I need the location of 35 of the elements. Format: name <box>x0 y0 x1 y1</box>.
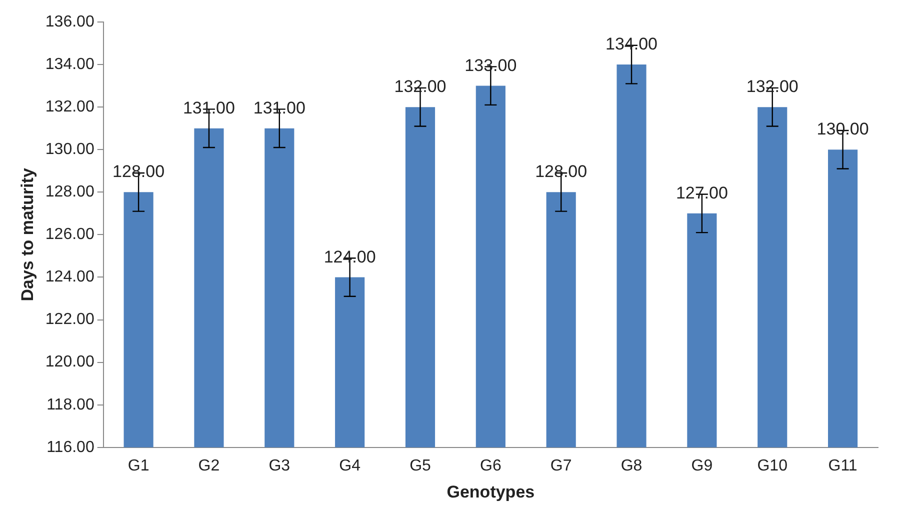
data-label: 128.00 <box>112 162 165 182</box>
data-label: 130.00 <box>816 120 869 139</box>
x-tick-label: G11 <box>828 457 858 474</box>
data-label: 132.00 <box>394 77 446 96</box>
y-tick-label: 118.00 <box>46 396 94 414</box>
x-tick-label: G8 <box>620 457 642 474</box>
y-tick-label: 122.00 <box>45 311 94 328</box>
data-label: 131.00 <box>253 98 306 118</box>
x-tick-label: G6 <box>480 457 502 474</box>
x-tick-label: G7 <box>550 457 572 474</box>
y-tick-label: 132.00 <box>45 98 94 116</box>
y-tick-label: 130.00 <box>45 141 94 158</box>
x-tick-label: G2 <box>198 457 220 474</box>
y-tick-label: 126.00 <box>45 226 94 244</box>
y-tick-label: 116.00 <box>46 438 94 456</box>
y-tick-label: 128.00 <box>45 184 94 201</box>
y-tick-label: 136.00 <box>45 13 94 30</box>
x-tick-label: G3 <box>268 457 290 474</box>
x-tick-label: G1 <box>128 457 150 474</box>
y-tick-label: 120.00 <box>45 354 94 371</box>
y-tick-label: 134.00 <box>45 56 94 73</box>
x-tick-label: G10 <box>757 457 788 474</box>
x-tick-label: G5 <box>410 457 432 474</box>
data-label: 131.00 <box>182 98 235 118</box>
data-label: 127.00 <box>676 183 728 202</box>
x-tick-label: G9 <box>691 457 713 474</box>
data-label: 128.00 <box>535 162 588 182</box>
y-tick-label: 124.00 <box>45 268 94 286</box>
x-axis-title: Genotypes <box>446 482 535 502</box>
data-label: 133.00 <box>464 56 517 75</box>
data-label: 134.00 <box>606 34 658 54</box>
data-label: 124.00 <box>324 247 376 266</box>
x-tick-label: G4 <box>339 457 361 474</box>
data-label: 132.00 <box>746 77 798 96</box>
y-axis-title: Days to maturity <box>18 168 37 302</box>
